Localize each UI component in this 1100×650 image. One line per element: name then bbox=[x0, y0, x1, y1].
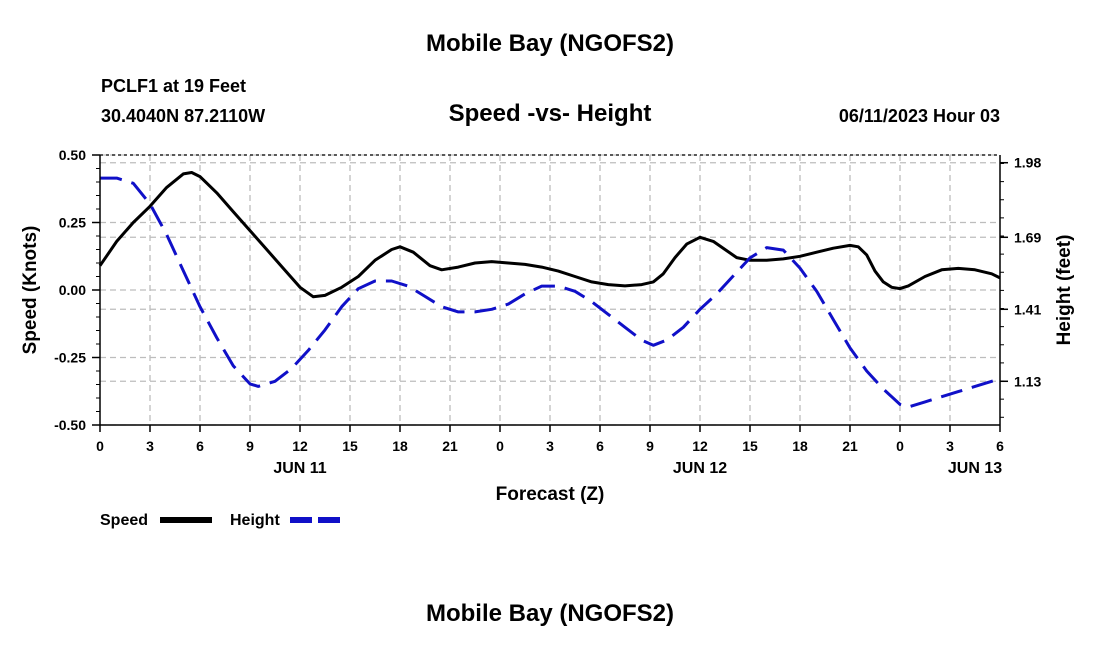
bottom-title: Mobile Bay (NGOFS2) bbox=[425, 600, 675, 627]
y-left-tick-label: -0.50 bbox=[54, 417, 86, 433]
x-tick-label: 0 bbox=[496, 438, 504, 454]
y-left-tick-label: 0.50 bbox=[59, 147, 86, 163]
station-coordinates: 30.4040N 87.2110W bbox=[101, 106, 266, 126]
x-day-label: JUN 12 bbox=[673, 460, 727, 477]
y-left-tick-label: 0.25 bbox=[59, 215, 86, 231]
x-tick-label: 15 bbox=[342, 438, 358, 454]
x-axis-title: Forecast (Z) bbox=[496, 484, 605, 505]
x-tick-label: 0 bbox=[96, 438, 104, 454]
x-tick-label: 12 bbox=[292, 438, 308, 454]
x-tick-label: 6 bbox=[196, 438, 204, 454]
x-tick-label: 18 bbox=[392, 438, 408, 454]
x-tick-label: 9 bbox=[646, 438, 654, 454]
y-left-tick-label: 0.00 bbox=[59, 282, 86, 298]
series-layer bbox=[98, 171, 1001, 409]
label-layer: 0 3 6 9 12 15 18 21 0 3 6 9 12 15 18 21 0 3 6 JUN 11 JUN 12 J… bbox=[20, 147, 1075, 529]
x-tick-label: 9 bbox=[246, 438, 254, 454]
x-tick-label: 21 bbox=[842, 438, 858, 454]
y-right-tick-label: 1.13 bbox=[1014, 373, 1041, 389]
x-day-label: JUN 11 bbox=[273, 460, 326, 477]
y-right-axis-title: Height (feet) bbox=[1054, 235, 1075, 346]
y-right-tick-label: 1.41 bbox=[1014, 301, 1041, 317]
series-line-height bbox=[100, 176, 1001, 409]
x-tick-label: 3 bbox=[946, 438, 954, 454]
chart-title: Speed -vs- Height bbox=[448, 100, 652, 127]
x-tick-label: 18 bbox=[792, 438, 808, 454]
station-label: PCLF1 at 19 Feet bbox=[101, 76, 247, 96]
x-tick-label: 21 bbox=[442, 438, 458, 454]
y-left-axis-title: Speed (Knots) bbox=[20, 226, 41, 355]
axis-layer bbox=[92, 154, 1008, 432]
series-line-speed bbox=[98, 171, 1001, 299]
x-day-label: JUN 13 bbox=[948, 460, 1002, 477]
x-tick-label: 3 bbox=[546, 438, 554, 454]
x-tick-label: 12 bbox=[692, 438, 708, 454]
x-tick-label: 6 bbox=[996, 438, 1004, 454]
x-tick-label: 3 bbox=[146, 438, 154, 454]
main-title: Mobile Bay (NGOFS2) bbox=[425, 30, 675, 57]
y-right-tick-label: 1.98 bbox=[1014, 155, 1041, 171]
x-tick-label: 0 bbox=[896, 438, 904, 454]
x-tick-label: 15 bbox=[742, 438, 758, 454]
x-tick-label: 6 bbox=[596, 438, 604, 454]
grid-layer bbox=[100, 154, 1000, 426]
forecast-datetime: 06/11/2023 Hour 03 bbox=[838, 106, 1000, 126]
y-right-tick-label: 1.69 bbox=[1014, 229, 1041, 245]
y-left-tick-label: -0.25 bbox=[54, 350, 86, 366]
legend-label-speed: Speed bbox=[100, 512, 148, 529]
legend-label-height: Height bbox=[230, 512, 280, 529]
